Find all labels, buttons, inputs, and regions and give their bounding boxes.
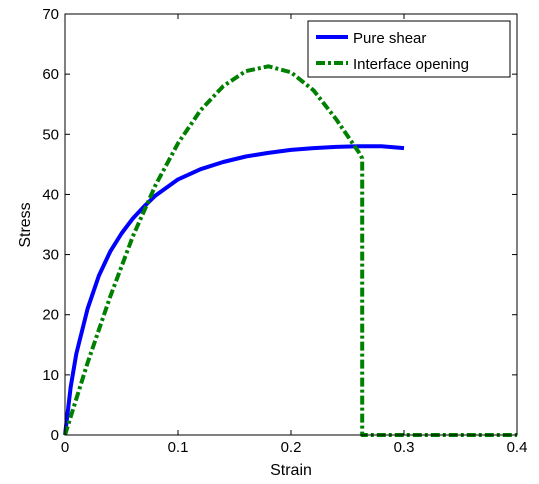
x-tick-label: 0 bbox=[61, 439, 69, 456]
legend: Pure shear Interface opening bbox=[307, 20, 511, 78]
x-axis-label: Strain bbox=[270, 462, 312, 479]
x-tick-label: 0.3 bbox=[394, 439, 415, 456]
legend-label-pure-shear: Pure shear bbox=[353, 30, 426, 47]
y-axis: 0 10 20 30 40 50 60 70 bbox=[42, 6, 517, 444]
x-tick-label: 0.4 bbox=[507, 439, 528, 456]
plot-lines bbox=[63, 64, 517, 437]
x-tick-label: 0.2 bbox=[281, 439, 302, 456]
series-line-interface-opening bbox=[63, 64, 517, 437]
y-tick-label: 20 bbox=[42, 307, 59, 324]
y-tick-label: 30 bbox=[42, 247, 59, 264]
y-axis-label: Stress bbox=[17, 202, 34, 247]
legend-label-interface-opening: Interface opening bbox=[353, 56, 469, 73]
x-tick-label: 0.1 bbox=[168, 439, 189, 456]
series-line-pure-shear bbox=[63, 144, 405, 436]
x-axis: 0 0.1 0.2 0.3 0.4 bbox=[61, 14, 528, 456]
legend-box bbox=[307, 20, 511, 78]
y-tick-label: 70 bbox=[42, 6, 59, 23]
y-tick-label: 10 bbox=[42, 367, 59, 384]
y-tick-label: 50 bbox=[42, 126, 59, 143]
y-tick-label: 60 bbox=[42, 66, 59, 83]
y-tick-label: 0 bbox=[51, 427, 59, 444]
y-tick-label: 40 bbox=[42, 186, 59, 203]
